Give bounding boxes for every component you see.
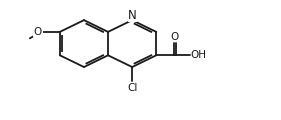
Text: N: N [128, 9, 137, 22]
Text: OH: OH [190, 50, 206, 60]
Text: Cl: Cl [127, 83, 137, 93]
Text: O: O [171, 32, 179, 42]
Text: O: O [34, 27, 42, 37]
